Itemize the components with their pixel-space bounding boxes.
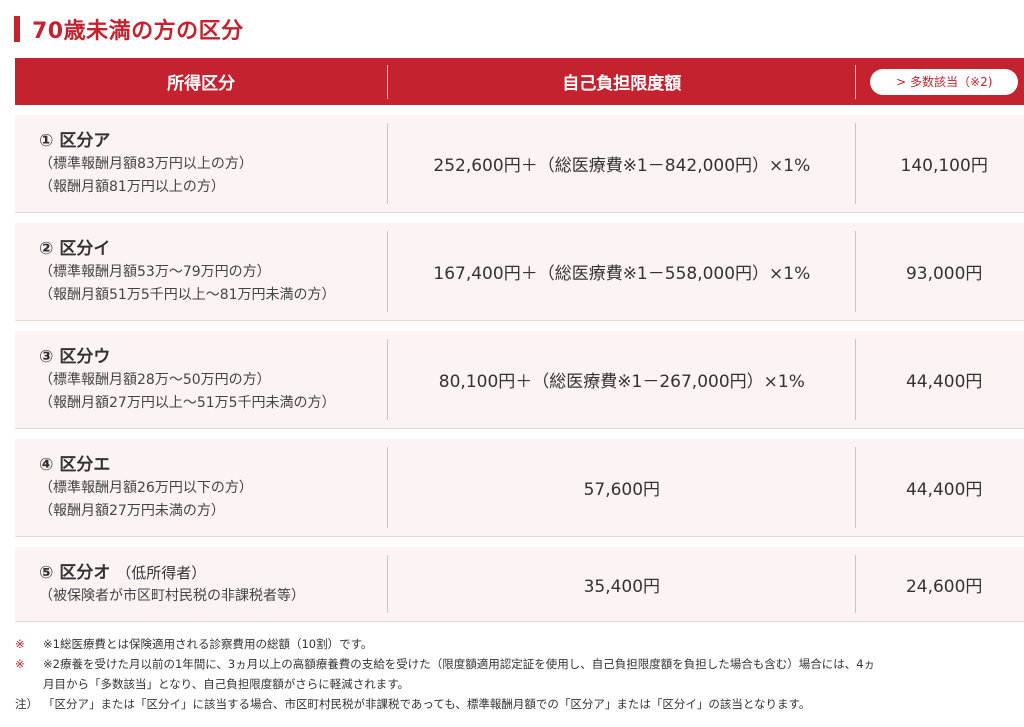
column-divider	[855, 123, 857, 204]
multiple-amount-cell: 24,600円	[905, 576, 983, 597]
category-number: ②	[39, 238, 54, 259]
section-title: 70歳未満の方の区分	[14, 14, 244, 44]
category-note-standard: （標準報酬月額53万～79万円の方）	[39, 263, 271, 280]
table-header: 所得区分 自己負担限度額 > 多数該当（※2)	[15, 58, 1024, 105]
table-row: ③ 区分ウ （標準報酬月額28万～50万円の方） （報酬月額27万円以上～51万…	[15, 331, 1024, 429]
limit-amount-cell: 167,400円＋（総医療費※1－558,000円）×1%	[433, 264, 811, 284]
category-subtitle: （低所得者）	[116, 563, 207, 582]
category-note-monthly: （報酬月額81万円以上の方）	[39, 178, 225, 195]
limit-amount-cell: 57,600円	[583, 480, 661, 500]
table-row: ② 区分イ （標準報酬月額53万～79万円の方） （報酬月額51万5千円以上～8…	[15, 223, 1024, 321]
category-note-standard: （被保険者が市区町村民税の非課税者等）	[39, 587, 305, 604]
footnote-text: ※1総医療費とは保険適用される診察費用の総額（10割）です。	[43, 637, 373, 651]
footnotes: ※ ※1総医療費とは保険適用される診察費用の総額（10割）です。 ※ ※2療養を…	[15, 634, 1015, 714]
category-number: ③	[39, 346, 54, 367]
income-category-table: 所得区分 自己負担限度額 > 多数該当（※2) ① 区分ア （標準報酬月額83万…	[15, 58, 1024, 622]
category-note-monthly: （報酬月額27万円未満の方）	[39, 502, 225, 519]
category-title: ④ 区分エ	[39, 453, 110, 477]
multiple-applicable-link[interactable]: > 多数該当（※2)	[870, 68, 1019, 95]
category-note-standard: （標準報酬月額28万～50万円の方）	[39, 371, 271, 388]
footnote-3: 注） 「区分ア」または「区分イ」に該当する場合、市区町村民税が非課税であっても、…	[15, 694, 1015, 714]
category-number: ①	[39, 130, 54, 151]
page-title: 70歳未満の方の区分	[32, 19, 244, 44]
footnote-text: 「区分ア」または「区分イ」に該当する場合、市区町村民税が非課税であっても、標準報…	[43, 697, 811, 711]
column-divider	[387, 231, 389, 312]
table-row: ④ 区分エ （標準報酬月額26万円以下の方） （報酬月額27万円未満の方） 57…	[15, 439, 1024, 537]
category-cell: ① 区分ア （標準報酬月額83万円以上の方） （報酬月額81万円以上の方）	[15, 115, 387, 212]
footnote-mark: ※	[15, 657, 25, 671]
category-number: ④	[39, 454, 54, 475]
category-note-monthly: （報酬月額27万円以上～51万5千円未満の方）	[39, 394, 336, 411]
limit-amount-cell: 35,400円	[583, 576, 661, 597]
column-divider	[855, 555, 857, 613]
category-name: 区分イ	[59, 238, 111, 259]
multiple-amount-cell: 44,400円	[905, 480, 983, 500]
category-note-standard: （標準報酬月額83万円以上の方）	[39, 155, 253, 172]
category-name: 区分エ	[59, 454, 111, 475]
footnote-2: ※ ※2療養を受けた月以前の1年間に、3ヵ月以上の高額療養費の支給を受けた（限度…	[15, 654, 1015, 674]
column-divider	[387, 555, 389, 613]
category-cell: ② 区分イ （標準報酬月額53万～79万円の方） （報酬月額51万5千円以上～8…	[15, 223, 387, 320]
multiple-amount-cell: 93,000円	[905, 264, 983, 284]
footnote-mark: 注）	[15, 697, 38, 711]
table-row: ⑤ 区分オ （低所得者） （被保険者が市区町村民税の非課税者等） 35,400円…	[15, 547, 1024, 622]
header-divider	[855, 64, 857, 99]
multiple-amount-cell: 44,400円	[905, 372, 983, 392]
category-name: 区分ア	[59, 130, 111, 151]
category-cell: ③ 区分ウ （標準報酬月額28万～50万円の方） （報酬月額27万円以上～51万…	[15, 331, 387, 428]
chevron-right-icon: >	[895, 74, 907, 89]
header-divider	[387, 64, 389, 99]
column-divider	[387, 447, 389, 528]
category-cell: ④ 区分エ （標準報酬月額26万円以下の方） （報酬月額27万円未満の方）	[15, 439, 387, 536]
category-title: ③ 区分ウ	[39, 345, 110, 369]
footnote-mark: ※	[15, 637, 25, 651]
category-title: ① 区分ア	[39, 129, 110, 153]
column-divider	[387, 123, 389, 204]
footnote-text: ※2療養を受けた月以前の1年間に、3ヵ月以上の高額療養費の支給を受けた（限度額適…	[43, 657, 876, 671]
column-divider	[855, 231, 857, 312]
column-divider	[855, 447, 857, 528]
title-accent-bar	[14, 16, 20, 42]
category-note-monthly: （報酬月額51万5千円以上～81万円未満の方）	[39, 286, 336, 303]
column-divider	[387, 339, 389, 420]
category-note-standard: （標準報酬月額26万円以下の方）	[39, 479, 253, 496]
table-row: ① 区分ア （標準報酬月額83万円以上の方） （報酬月額81万円以上の方） 25…	[15, 115, 1024, 213]
category-name: 区分オ	[59, 562, 111, 583]
header-income-category: 所得区分	[167, 74, 236, 94]
footnote-1: ※ ※1総医療費とは保険適用される診察費用の総額（10割）です。	[15, 634, 1015, 654]
category-name: 区分ウ	[59, 346, 111, 367]
multiple-amount-cell: 140,100円	[900, 156, 988, 176]
category-title: ② 区分イ	[39, 237, 110, 261]
category-number: ⑤	[39, 562, 54, 583]
footnote-text: 月目から「多数該当」となり、自己負担限度額がさらに軽減されます。	[43, 677, 410, 691]
multiple-applicable-label: 多数該当（※2)	[910, 75, 993, 89]
footnote-2-continued: 月目から「多数該当」となり、自己負担限度額がさらに軽減されます。	[15, 674, 1015, 694]
header-limit-amount: 自己負担限度額	[562, 74, 682, 94]
header-multiple-cell: > 多数該当（※2)	[856, 58, 1024, 105]
column-divider	[855, 339, 857, 420]
limit-amount-cell: 80,100円＋（総医療費※1－267,000円）×1%	[438, 372, 805, 392]
category-title: ⑤ 区分オ （低所得者）	[39, 561, 206, 585]
limit-amount-cell: 252,600円＋（総医療費※1－842,000円）×1%	[433, 156, 811, 176]
category-cell: ⑤ 区分オ （低所得者） （被保険者が市区町村民税の非課税者等）	[15, 547, 387, 621]
